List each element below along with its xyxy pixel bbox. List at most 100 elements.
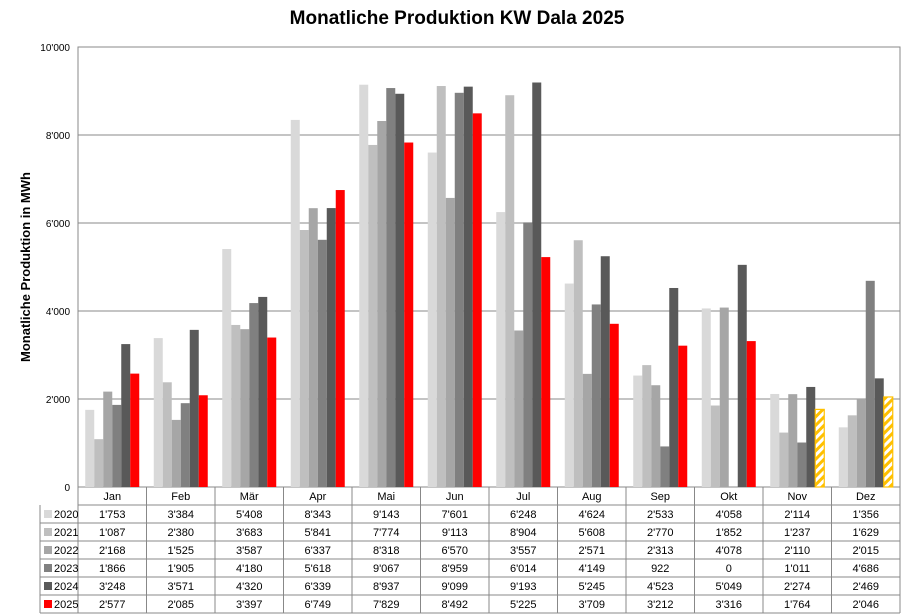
legend-swatch-2021 <box>44 528 52 536</box>
bar-2020-Feb <box>153 338 163 487</box>
bar-2025-Dez <box>883 396 894 488</box>
data-label: 0 <box>726 563 732 575</box>
bar-2024-Apr <box>326 208 336 488</box>
x-tick-label: Mär <box>240 491 259 503</box>
data-label: 8'904 <box>510 527 537 539</box>
y-tick-label: 0 <box>64 483 70 494</box>
bar-2022-Okt <box>719 307 729 487</box>
y-tick-label: 4'000 <box>46 307 71 318</box>
bar-2023-Jul <box>523 222 533 487</box>
bar-2023-Apr <box>317 239 327 487</box>
y-tick-label: 6'000 <box>46 219 71 230</box>
bar-2025-Mär <box>267 337 277 487</box>
bar-2025-Jun <box>472 113 482 488</box>
data-label: 9'113 <box>442 527 468 539</box>
data-label: 2'114 <box>784 509 810 521</box>
legend-swatch-2023 <box>44 564 52 572</box>
data-label: 2'380 <box>167 527 194 539</box>
data-label: 5'618 <box>304 563 331 575</box>
data-label: 2'168 <box>99 545 126 557</box>
legend-swatch-2020 <box>44 510 52 518</box>
legend-swatch-2024 <box>44 582 52 590</box>
data-label: 7'774 <box>373 527 400 539</box>
data-label: 2'577 <box>99 599 126 611</box>
data-label: 9'067 <box>373 563 400 575</box>
bar-2024-Okt <box>737 264 747 487</box>
data-label: 1'852 <box>715 527 742 539</box>
data-label: 1'237 <box>784 527 811 539</box>
bar-2023-Feb <box>180 403 190 487</box>
data-label: 6'749 <box>304 599 331 611</box>
data-label: 4'624 <box>578 509 605 521</box>
x-tick-label: Dez <box>856 491 876 503</box>
bar-2022-Jun <box>445 197 455 488</box>
bar-2023-Jan <box>112 404 122 487</box>
bar-2025-Apr <box>335 190 345 487</box>
x-tick-label: Feb <box>171 491 190 503</box>
bar-2024-Mai <box>395 93 405 487</box>
legend-swatch-2025 <box>44 600 52 608</box>
data-label: 8'343 <box>304 509 331 521</box>
bar-2021-Nov <box>779 432 789 487</box>
data-label: 6'339 <box>304 581 331 593</box>
data-label: 3'384 <box>167 509 194 521</box>
data-label: 922 <box>651 563 669 575</box>
bar-2023-Mär <box>249 303 259 487</box>
data-label: 3'316 <box>715 599 742 611</box>
bar-2024-Nov <box>806 386 816 487</box>
bar-2020-Okt <box>701 308 711 487</box>
data-label: 7'829 <box>373 599 400 611</box>
bar-2024-Jul <box>532 82 542 488</box>
bar-2023-Aug <box>591 304 601 487</box>
data-label: 8'318 <box>373 545 400 557</box>
data-label: 5'225 <box>510 599 537 611</box>
bar-2020-Nov <box>770 393 780 487</box>
data-label: 9'099 <box>441 581 468 593</box>
data-label: 4'686 <box>852 563 879 575</box>
data-label: 2'313 <box>647 545 674 557</box>
data-label: 8'959 <box>441 563 468 575</box>
bar-2020-Aug <box>564 283 574 487</box>
bar-2022-Mai <box>377 121 387 488</box>
bar-2024-Sep <box>669 287 679 487</box>
bar-2025-Aug <box>609 323 619 487</box>
data-label: 2'469 <box>852 581 879 593</box>
data-label: 1'905 <box>167 563 194 575</box>
data-label: 3'683 <box>236 527 263 539</box>
data-label: 2'571 <box>578 545 605 557</box>
data-label: 2'046 <box>852 599 879 611</box>
data-label: 7'601 <box>441 509 468 521</box>
bar-2025-Okt <box>746 341 756 487</box>
legend-label: 2023 <box>54 563 78 575</box>
data-label: 9'143 <box>373 509 400 521</box>
legend-swatch-2022 <box>44 546 52 554</box>
data-label: 3'248 <box>99 581 126 593</box>
bar-2024-Aug <box>600 256 610 487</box>
x-tick-label: Nov <box>787 491 807 503</box>
y-tick-label: 10'000 <box>40 43 70 54</box>
legend-label: 2021 <box>54 527 78 539</box>
bar-2021-Sep <box>642 365 652 487</box>
bar-2020-Jun <box>427 152 437 487</box>
legend-label: 2022 <box>54 545 78 557</box>
bar-2021-Mär <box>231 324 241 487</box>
data-label: 4'058 <box>715 509 742 521</box>
data-label: 5'049 <box>715 581 742 593</box>
data-label: 9'193 <box>510 581 537 593</box>
data-label: 1'866 <box>99 563 126 575</box>
data-label: 2'770 <box>647 527 674 539</box>
x-tick-label: Jul <box>516 491 530 503</box>
data-label: 8'492 <box>441 599 468 611</box>
x-tick-label: Okt <box>720 491 737 503</box>
x-tick-label: Apr <box>309 491 326 503</box>
data-label: 4'180 <box>236 563 263 575</box>
bar-2025-Jul <box>541 257 551 487</box>
data-label: 1'753 <box>99 509 126 521</box>
y-axis-label: Monatliche Produktion in MWh <box>18 172 33 362</box>
bar-2025-Jan <box>130 373 140 487</box>
bar-2021-Feb <box>162 382 172 487</box>
bar-2021-Okt <box>710 405 720 487</box>
data-label: 1'629 <box>852 527 879 539</box>
bar-2023-Mai <box>386 88 396 487</box>
